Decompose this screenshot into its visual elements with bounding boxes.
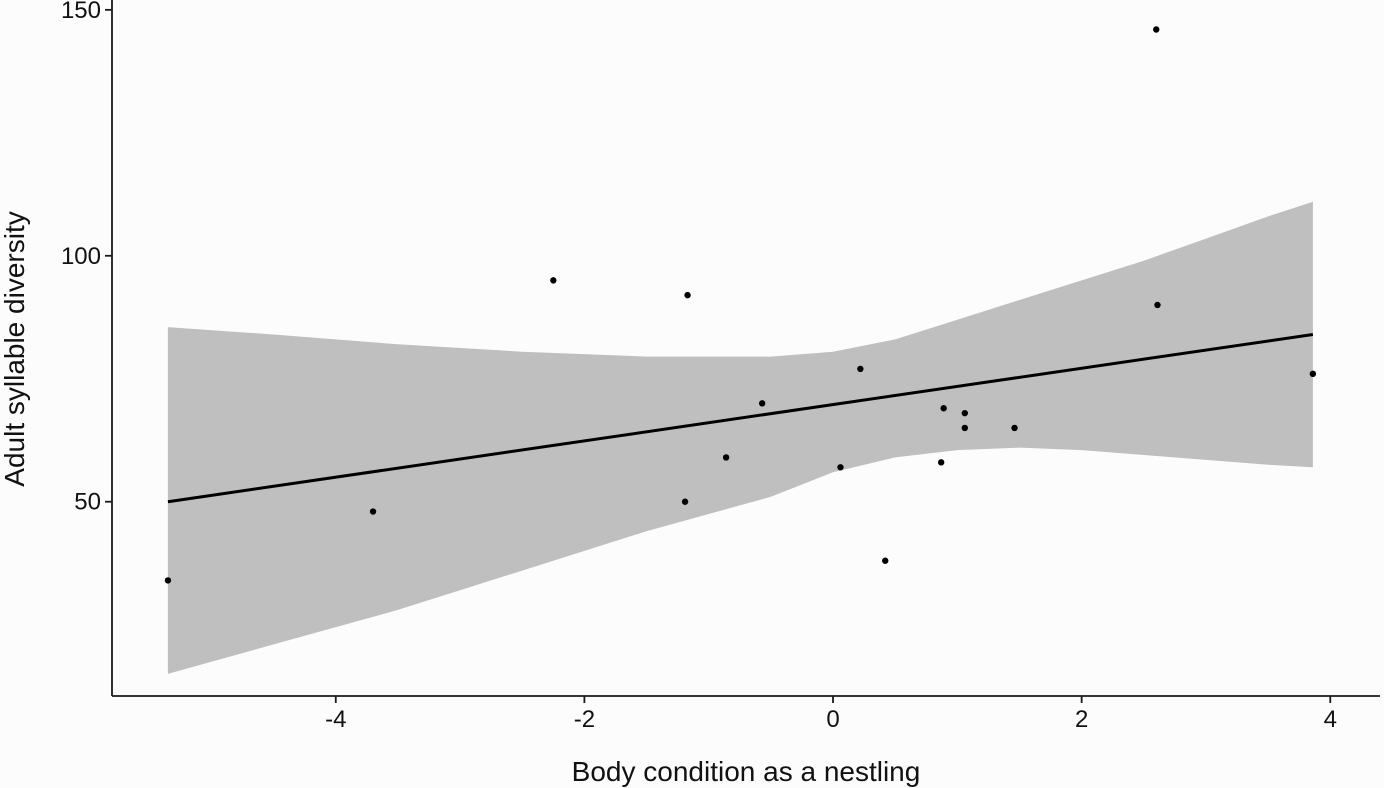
data-point (857, 365, 864, 373)
x-tick-label: -2 (574, 706, 595, 733)
data-point (1154, 301, 1161, 309)
data-point (164, 577, 172, 584)
y-axis-title: Adult syllable diversity (0, 211, 30, 486)
x-tick-label: 0 (826, 706, 839, 733)
data-point (1153, 26, 1160, 33)
x-tick-label: 4 (1324, 706, 1337, 733)
data-point (940, 405, 947, 412)
data-point (1011, 424, 1018, 432)
data-point (837, 464, 844, 471)
data-point (1309, 370, 1317, 378)
data-point (882, 557, 889, 564)
x-axis-title: Body condition as a nestling (572, 756, 921, 787)
data-point (937, 459, 945, 466)
data-point (550, 277, 557, 284)
data-point (758, 400, 766, 407)
regression-line (167, 332, 1314, 504)
data-point (684, 291, 691, 299)
data-point (961, 424, 968, 432)
plot-area (164, 26, 1317, 674)
data-point (369, 508, 377, 515)
confidence-band (167, 201, 1313, 674)
y-tick-label: 50 (74, 489, 101, 516)
y-tick-label: 150 (61, 0, 101, 24)
axes: -4 -2 0 2 4 50 100 150 (61, 0, 1380, 733)
x-tick-label: 2 (1075, 706, 1088, 733)
data-point (961, 409, 968, 417)
x-tick-label: -4 (325, 706, 346, 733)
y-tick-label: 100 (61, 243, 101, 270)
data-point (722, 454, 730, 461)
data-point (681, 498, 689, 505)
